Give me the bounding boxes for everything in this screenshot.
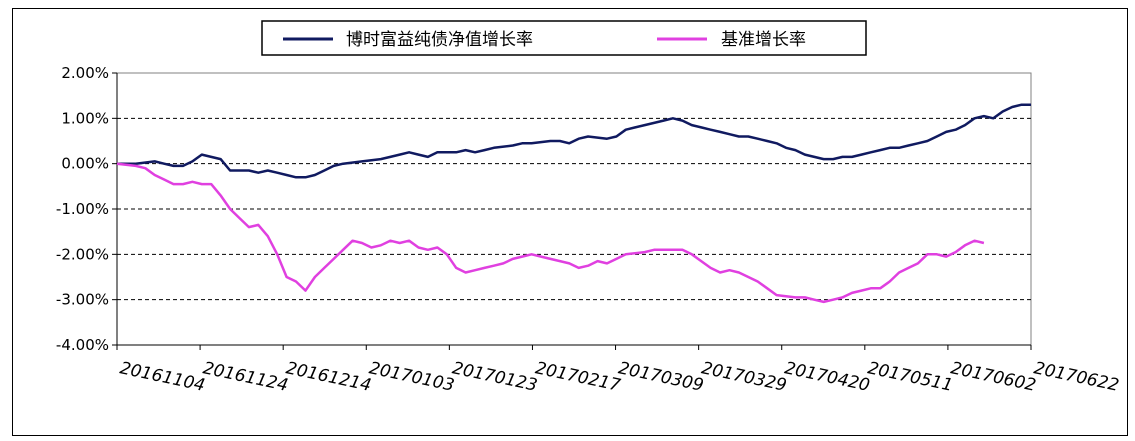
x-tick-label: 20170103 [367,358,456,396]
x-tick-label: 20170309 [617,358,706,396]
x-tick-label: 20170622 [1032,358,1121,396]
x-tick-label: 20161124 [201,358,290,396]
x-tick-label: 20170329 [700,358,789,396]
legend-label-benchmark: 基准增长率 [721,30,806,50]
series-layer [116,103,1031,304]
legend: 博时富益纯债净值增长率 基准增长率 [261,20,867,56]
y-tick-label: 1.00% [61,109,109,127]
y-tick-label: 2.00% [61,64,109,82]
series-line-1 [116,162,985,304]
y-tick-label: 0.00% [61,155,109,173]
x-tick-label: 20170420 [783,358,872,396]
x-tick-label: 20170217 [533,358,622,396]
chart-frame: 博时富益纯债净值增长率 基准增长率 2.00% 1.00% 0.00% -1.00% -… [12,8,1128,436]
line-chart: 博时富益纯债净值增长率 基准增长率 2.00% 1.00% 0.00% -1.00% -… [56,20,1121,396]
y-tick-label: -4.00% [56,336,109,354]
plot-area [116,72,1032,346]
x-tick-label: 20170602 [949,358,1038,396]
y-axis: 2.00% 1.00% 0.00% -1.00% -2.00% -3.00% -4.00% [56,64,118,354]
x-tick-label: 20170123 [450,358,539,396]
x-tick-label: 20161214 [284,358,373,396]
y-tick-label: -3.00% [56,291,109,309]
legend-box [261,20,867,56]
x-axis: 2016110420161124201612142017010320170123… [116,344,1121,396]
y-tick-label: -2.00% [56,245,109,263]
x-tick-label: 20170511 [866,358,955,396]
y-tick-label: -1.00% [56,200,109,218]
series-line-0 [117,103,1031,179]
legend-label-nav: 博时富益纯债净值增长率 [346,30,533,50]
x-tick-label: 20161104 [118,358,207,396]
